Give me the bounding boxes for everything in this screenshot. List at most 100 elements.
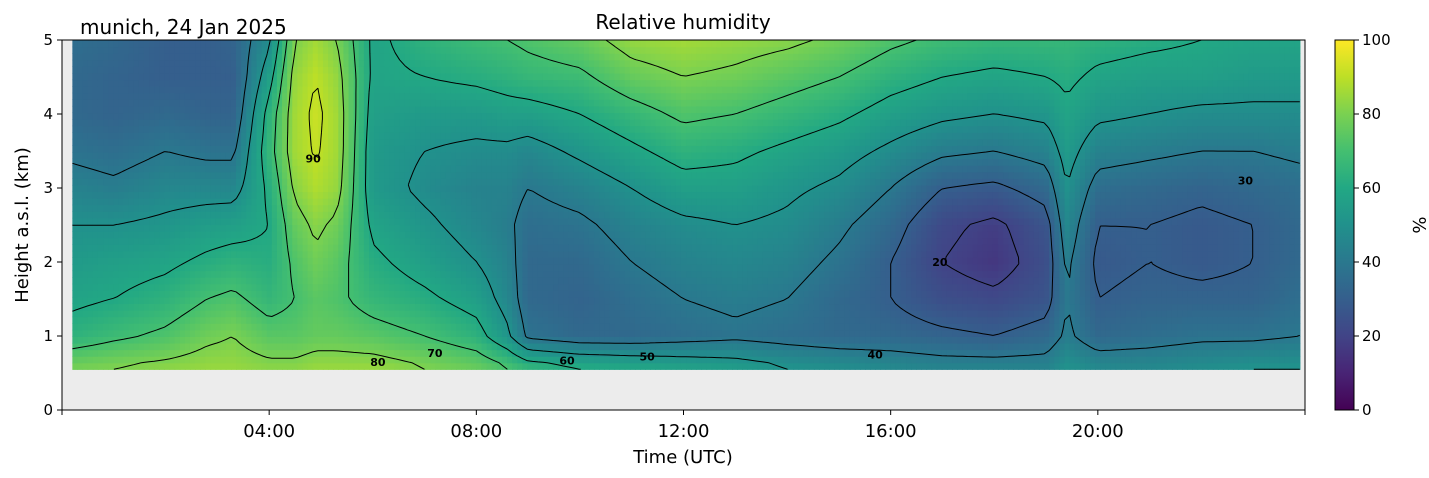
humidity-cell bbox=[72, 151, 79, 160]
humidity-cell bbox=[312, 290, 319, 298]
humidity-cell bbox=[251, 303, 258, 311]
humidity-cell bbox=[154, 342, 160, 351]
humidity-cell bbox=[169, 362, 176, 370]
humidity-cell bbox=[409, 165, 416, 173]
humidity-cell bbox=[328, 323, 334, 331]
humidity-cell bbox=[404, 342, 411, 351]
humidity-cell bbox=[292, 356, 298, 364]
humidity-cell bbox=[276, 310, 283, 318]
humidity-cell bbox=[133, 336, 140, 344]
humidity-cell bbox=[302, 283, 309, 291]
humidity-cell bbox=[440, 138, 447, 146]
humidity-cell bbox=[486, 342, 493, 351]
humidity-cell bbox=[343, 184, 350, 193]
humidity-cell bbox=[455, 191, 462, 199]
humidity-cell bbox=[568, 290, 575, 298]
humidity-cell bbox=[501, 244, 508, 252]
humidity-cell bbox=[568, 171, 575, 179]
humidity-cell bbox=[256, 151, 263, 160]
humidity-cell bbox=[189, 296, 196, 305]
humidity-cell bbox=[169, 66, 176, 74]
humidity-cell bbox=[461, 250, 467, 258]
humidity-cell bbox=[496, 277, 503, 285]
humidity-cell bbox=[189, 316, 196, 324]
humidity-cell bbox=[169, 112, 176, 120]
humidity-cell bbox=[486, 283, 493, 291]
humidity-cell bbox=[128, 119, 135, 127]
humidity-cell bbox=[450, 224, 457, 232]
humidity-cell bbox=[522, 263, 529, 272]
humidity-cell bbox=[256, 217, 263, 226]
humidity-cell bbox=[103, 158, 109, 166]
humidity-cell bbox=[230, 323, 237, 331]
humidity-cell bbox=[297, 178, 304, 186]
humidity-cell bbox=[425, 125, 431, 133]
humidity-cell bbox=[374, 277, 380, 285]
humidity-cell bbox=[77, 59, 84, 67]
humidity-cell bbox=[517, 79, 524, 87]
humidity-cell bbox=[77, 178, 84, 186]
humidity-cell bbox=[164, 277, 171, 285]
humidity-cell bbox=[87, 342, 94, 351]
humidity-cell bbox=[496, 79, 503, 87]
humidity-cell bbox=[507, 145, 513, 153]
humidity-cell bbox=[430, 342, 437, 351]
humidity-cell bbox=[103, 86, 109, 94]
humidity-cell bbox=[220, 336, 227, 344]
humidity-cell bbox=[195, 99, 201, 107]
humidity-cell bbox=[164, 237, 171, 245]
humidity-cell bbox=[297, 277, 304, 285]
humidity-cell bbox=[118, 283, 125, 291]
humidity-cell bbox=[455, 290, 462, 298]
humidity-cell bbox=[476, 86, 483, 94]
humidity-cell bbox=[205, 290, 212, 298]
humidity-cell bbox=[287, 316, 293, 324]
humidity-cell bbox=[455, 336, 462, 344]
humidity-cell bbox=[92, 336, 99, 344]
humidity-cell bbox=[348, 151, 355, 160]
humidity-cell bbox=[568, 277, 575, 285]
humidity-cell bbox=[389, 72, 396, 81]
humidity-cell bbox=[363, 336, 370, 344]
humidity-cell bbox=[333, 237, 339, 245]
humidity-cell bbox=[501, 59, 508, 67]
humidity-cell bbox=[461, 178, 467, 186]
humidity-cell bbox=[420, 132, 426, 140]
humidity-cell bbox=[353, 158, 360, 166]
humidity-cell bbox=[179, 336, 186, 344]
humidity-cell bbox=[179, 290, 186, 298]
humidity-cell bbox=[312, 349, 319, 357]
humidity-cell bbox=[97, 59, 104, 67]
humidity-cell bbox=[343, 119, 350, 127]
humidity-cell bbox=[435, 329, 442, 337]
humidity-cell bbox=[358, 290, 365, 298]
humidity-cell bbox=[379, 244, 385, 252]
humidity-cell bbox=[113, 125, 119, 133]
humidity-cell bbox=[113, 40, 119, 48]
humidity-cell bbox=[118, 72, 125, 81]
humidity-cell bbox=[399, 125, 406, 133]
humidity-cell bbox=[322, 244, 329, 252]
humidity-cell bbox=[353, 165, 360, 173]
humidity-cell bbox=[302, 105, 309, 114]
humidity-cell bbox=[179, 92, 186, 100]
humidity-cell bbox=[369, 244, 375, 252]
humidity-cell bbox=[302, 72, 309, 81]
humidity-cell bbox=[82, 66, 89, 74]
humidity-cell bbox=[435, 342, 442, 351]
humidity-cell bbox=[409, 270, 416, 278]
humidity-cell bbox=[568, 204, 575, 212]
humidity-cell bbox=[205, 125, 212, 133]
humidity-cell bbox=[205, 59, 212, 67]
humidity-cell bbox=[256, 178, 263, 186]
humidity-cell bbox=[292, 119, 298, 127]
humidity-cell bbox=[159, 112, 166, 120]
humidity-cell bbox=[113, 119, 119, 127]
humidity-cell bbox=[517, 112, 524, 120]
humidity-cell bbox=[563, 250, 570, 258]
humidity-cell bbox=[558, 217, 564, 226]
humidity-cell bbox=[241, 310, 247, 318]
humidity-cell bbox=[338, 237, 345, 245]
humidity-cell bbox=[369, 270, 375, 278]
humidity-cell bbox=[537, 86, 544, 94]
